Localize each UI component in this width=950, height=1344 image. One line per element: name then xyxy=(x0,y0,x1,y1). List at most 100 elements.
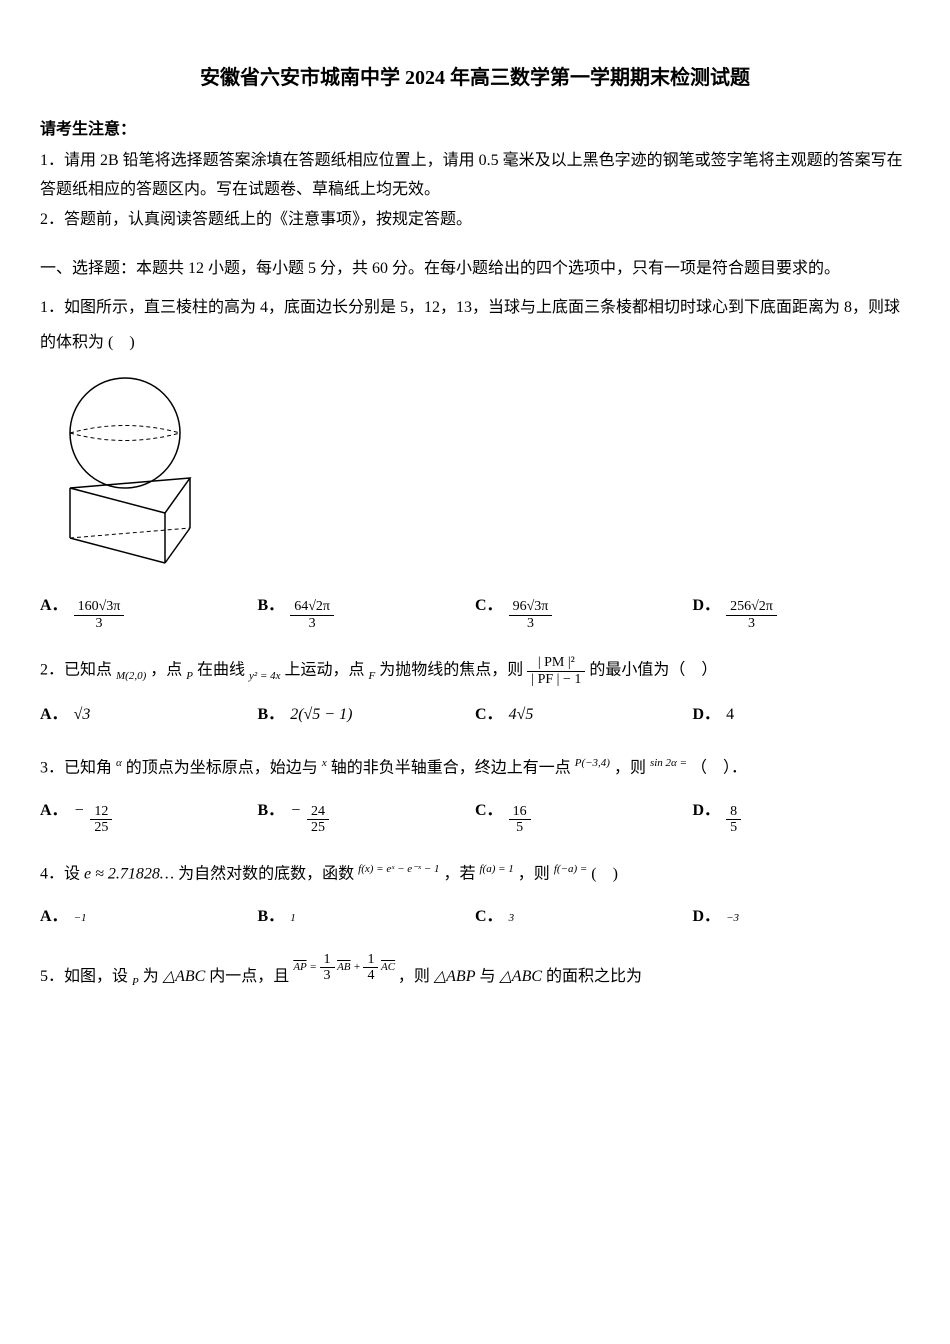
q2-d-val: 4 xyxy=(726,701,734,730)
q3-option-c: C． 165 xyxy=(475,797,693,836)
q2-P: P xyxy=(186,670,193,682)
q3-d-label: D． xyxy=(693,797,721,826)
q4-option-c: C． 3 xyxy=(475,903,693,932)
q3-a-label: A． xyxy=(40,797,68,826)
notice-item-1: 1．请用 2B 铅笔将选择题答案涂填在答题纸相应位置上，请用 0.5 毫米及以上… xyxy=(40,147,910,205)
q5-text: 5．如图，设 P 为 △ABC 内一点，且 AP = 13 AB + 14 AC… xyxy=(40,956,910,993)
q2-frac-den: | PF | − 1 xyxy=(527,672,585,687)
notice-item-2: 2．答题前，认真阅读答题纸上的《注意事项》，按规定答题。 xyxy=(40,206,910,235)
q2-b-val: 2(√5 − 1) xyxy=(290,701,352,730)
q5-ABP: △ABP xyxy=(434,967,476,984)
q1-c-den: 3 xyxy=(509,616,553,631)
q4-b-val: 1 xyxy=(290,909,296,929)
question-4: 4．设 e ≈ 2.71828… 为自然对数的底数，函数 f(x) = eˣ −… xyxy=(40,860,910,932)
q5-f2d: 4 xyxy=(363,968,378,983)
q4-mid3: ，则 xyxy=(518,865,554,882)
q4-suffix: ( ) xyxy=(591,865,618,882)
q4-c-label: C． xyxy=(475,903,503,932)
q5-plus: + xyxy=(353,961,363,973)
q3-options: A． − 1225 B． − 2425 C． 165 D． 85 xyxy=(40,797,910,836)
q3-prefix: 3．已知角 xyxy=(40,759,116,776)
q3-mid1: 的顶点为坐标原点，始边与 xyxy=(126,759,322,776)
q4-a-val: −1 xyxy=(74,909,87,929)
q2-text: 2．已知点 M(2,0) ，点 P 在曲线 y² = 4x 上运动，点 F 为抛… xyxy=(40,655,910,687)
q1-option-d: D． 256√2π3 xyxy=(693,592,911,631)
q3-c-label: C． xyxy=(475,797,503,826)
q2-mid1: ，点 xyxy=(150,662,186,679)
q1-option-b: B． 64√2π3 xyxy=(258,592,476,631)
q3-P: P(−3,4) xyxy=(575,757,610,769)
q3-x: x xyxy=(322,757,327,769)
q2-mid4: 为抛物线的焦点，则 xyxy=(379,662,527,679)
q5-mid1: 为 xyxy=(143,967,163,984)
q2-a-label: A． xyxy=(40,701,68,730)
q4-b-label: B． xyxy=(258,903,285,932)
q4-option-d: D． −3 xyxy=(693,903,911,932)
exam-title: 安徽省六安市城南中学 2024 年高三数学第一学期期末检测试题 xyxy=(40,60,910,96)
q3-b-den: 25 xyxy=(307,820,329,835)
q3-a-num: 12 xyxy=(90,804,112,820)
q5-mid4: 与 xyxy=(479,967,499,984)
q5-mid2: 内一点，且 xyxy=(209,967,293,984)
option-d-label: D． xyxy=(693,592,721,621)
q4-d-val: −3 xyxy=(726,909,739,929)
q3-a-den: 25 xyxy=(90,820,112,835)
q1-a-den: 3 xyxy=(74,616,125,631)
q2-prefix: 2．已知点 xyxy=(40,662,116,679)
q3-b-num: 24 xyxy=(307,804,329,820)
notice-header: 请考生注意： xyxy=(40,116,910,145)
question-2: 2．已知点 M(2,0) ，点 P 在曲线 y² = 4x 上运动，点 F 为抛… xyxy=(40,655,910,730)
q3-option-d: D． 85 xyxy=(693,797,911,836)
q5-ABC1: △ABC xyxy=(163,967,206,984)
q5-ABC2: △ABC xyxy=(499,967,542,984)
q1-a-num: 160√3π xyxy=(74,599,125,615)
q3-option-b: B． − 2425 xyxy=(258,797,476,836)
q4-a-label: A． xyxy=(40,903,68,932)
q2-option-c: C． 4√5 xyxy=(475,701,693,730)
q1-text-1: 1．如图所示，直三棱柱的高为 4，底面边长分别是 5，12，13，当球与上底面三… xyxy=(40,294,910,323)
q1-text-2: 的体积为 ( ) xyxy=(40,329,910,358)
q4-option-a: A． −1 xyxy=(40,903,258,932)
q1-options: A． 160√3π3 B． 64√2π3 C． 96√3π3 D． 256√2π… xyxy=(40,592,910,631)
q4-text: 4．设 e ≈ 2.71828… 为自然对数的底数，函数 f(x) = eˣ −… xyxy=(40,860,910,889)
q5-f1d: 3 xyxy=(320,968,335,983)
q3-text: 3．已知角 α 的顶点为坐标原点，始边与 x 轴的非负半轴重合，终边上有一点 P… xyxy=(40,754,910,783)
q5-AC: AC xyxy=(381,961,395,973)
q3-b-sign: − xyxy=(290,797,301,826)
q2-mid3: 上运动，点 xyxy=(285,662,369,679)
q3-mid2: 轴的非负半轴重合，终边上有一点 xyxy=(331,759,575,776)
q3-c-den: 5 xyxy=(509,820,531,835)
q3-b-label: B． xyxy=(258,797,285,826)
q5-suffix: 的面积之比为 xyxy=(546,967,642,984)
q4-mid1: 为自然对数的底数，函数 xyxy=(178,865,358,882)
section1-header: 一、选择题：本题共 12 小题，每小题 5 分，共 60 分。在每小题给出的四个… xyxy=(40,255,910,284)
q2-option-d: D． 4 xyxy=(693,701,911,730)
q2-curve: y² = 4x xyxy=(249,670,281,682)
q2-F: F xyxy=(369,670,376,682)
q3-mid3: ，则 xyxy=(614,759,650,776)
q5-eq: = xyxy=(309,961,319,973)
q2-a-val: √3 xyxy=(74,701,91,730)
q4-prefix: 4．设 xyxy=(40,865,84,882)
q4-fx: f(x) = eˣ − e⁻ˣ − 1 xyxy=(358,863,439,875)
q4-c-val: 3 xyxy=(509,909,515,929)
q3-suffix: （ ）． xyxy=(691,759,747,776)
q2-mid2: 在曲线 xyxy=(197,662,249,679)
question-1: 1．如图所示，直三棱柱的高为 4，底面边长分别是 5，12，13，当球与上底面三… xyxy=(40,294,910,631)
q5-AP: AP xyxy=(293,961,306,973)
q4-d-label: D． xyxy=(693,903,721,932)
q3-c-num: 16 xyxy=(509,804,531,820)
q2-d-label: D． xyxy=(693,701,721,730)
option-a-label: A． xyxy=(40,592,68,621)
q2-options: A． √3 B． 2(√5 − 1) C． 4√5 D． 4 xyxy=(40,701,910,730)
q1-option-c: C． 96√3π3 xyxy=(475,592,693,631)
q3-a-sign: − xyxy=(74,797,85,826)
q5-mid3: ，则 xyxy=(398,967,434,984)
q5-P: P xyxy=(132,976,139,988)
q1-c-num: 96√3π xyxy=(509,599,553,615)
q4-fa: f(a) = 1 xyxy=(479,863,513,875)
option-c-label: C． xyxy=(475,592,503,621)
q2-frac-num: | PM |² xyxy=(527,655,585,671)
q1-option-a: A． 160√3π3 xyxy=(40,592,258,631)
q3-alpha: α xyxy=(116,757,122,769)
